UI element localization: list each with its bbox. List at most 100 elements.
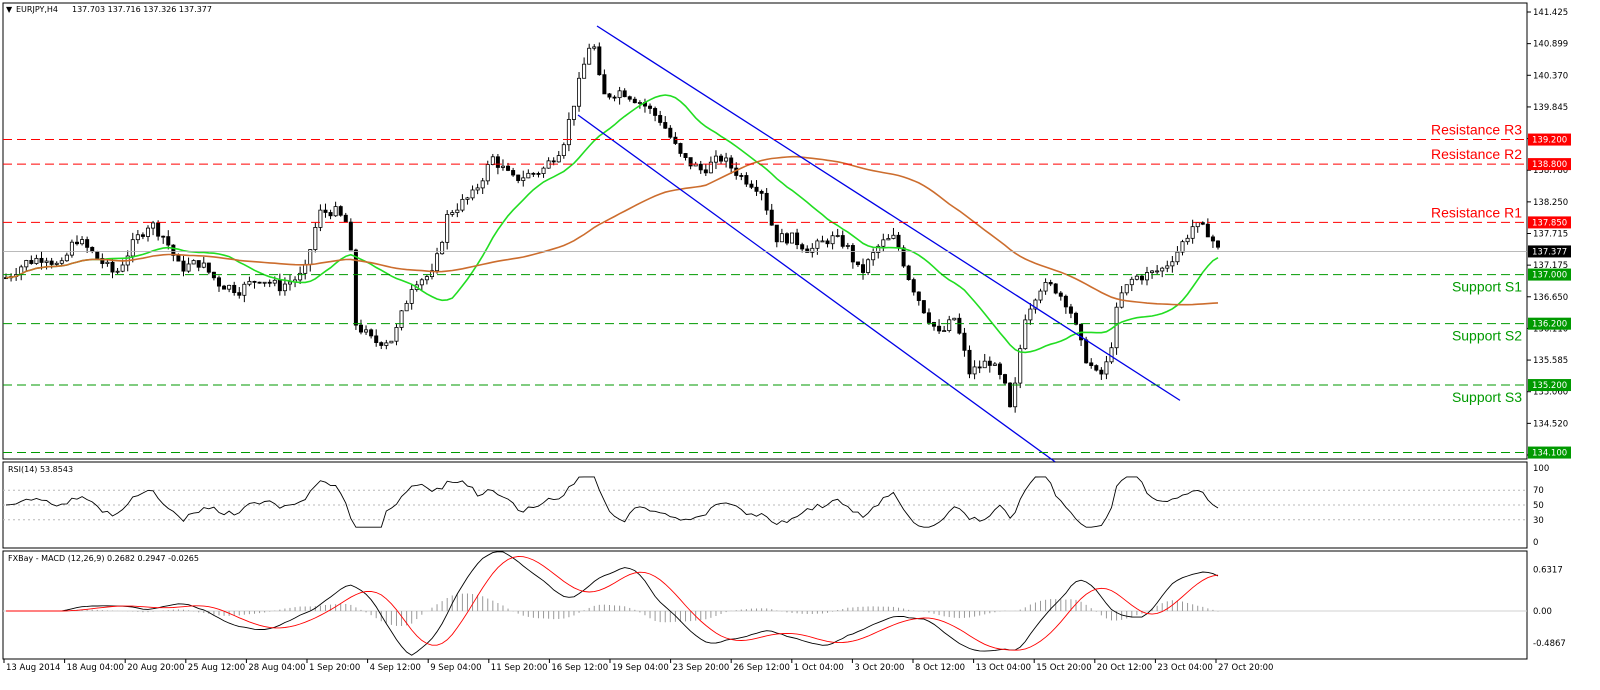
candle xyxy=(115,267,120,274)
candle xyxy=(759,189,764,201)
time-label: 15 Oct 20:00 xyxy=(1036,663,1091,673)
candle-body xyxy=(556,155,561,163)
candle-body xyxy=(1200,222,1205,225)
candle xyxy=(161,235,166,244)
candle-body xyxy=(1013,382,1018,408)
ma-slow-line xyxy=(5,155,1219,306)
candle xyxy=(708,156,713,174)
candle-body xyxy=(729,157,734,169)
candle xyxy=(668,125,673,139)
candle-body xyxy=(830,235,835,245)
candle xyxy=(1028,303,1033,325)
candle xyxy=(942,325,947,333)
level-name-0: Resistance R3 xyxy=(1431,122,1522,138)
level-price-tag-bg xyxy=(1528,216,1571,229)
candle-body xyxy=(744,175,749,185)
level-price-tag-bg xyxy=(1528,158,1571,171)
candle-body xyxy=(110,261,115,273)
rsi-indicator: RSI(14) 53.8543 100 70 50 30 0 xyxy=(3,464,1549,548)
candle xyxy=(1008,382,1013,408)
current-price-tag-bg xyxy=(1528,245,1571,258)
candle xyxy=(1058,291,1063,301)
descending-channel xyxy=(577,25,1181,463)
candle-body xyxy=(962,332,967,351)
candle xyxy=(39,251,44,270)
candle-body xyxy=(252,280,257,283)
candle-body xyxy=(1003,374,1008,384)
candle-body xyxy=(1104,361,1109,375)
candle xyxy=(521,170,526,187)
level-price-tag-bg xyxy=(1528,317,1571,330)
candle xyxy=(764,188,769,215)
candle-body xyxy=(343,214,348,223)
candle-body xyxy=(369,329,374,337)
candle xyxy=(490,153,495,166)
candle-body xyxy=(896,234,901,249)
candle xyxy=(445,210,450,250)
candle xyxy=(1155,265,1160,275)
candle-body xyxy=(977,366,982,369)
candle-body xyxy=(1180,241,1185,253)
candle-body xyxy=(992,363,997,366)
candle xyxy=(972,360,977,380)
level-price-tag: 137.850 xyxy=(1532,218,1567,228)
candle-body xyxy=(222,285,227,290)
candle xyxy=(952,317,957,321)
candle-body xyxy=(1129,278,1134,286)
candle xyxy=(526,169,531,179)
candle xyxy=(252,280,257,289)
candle-body xyxy=(495,156,500,168)
candle-body xyxy=(191,260,196,265)
candle-body xyxy=(206,262,211,273)
time-label: 8 Oct 12:00 xyxy=(915,663,965,673)
candle-body xyxy=(577,77,582,107)
candle-body xyxy=(932,322,937,327)
candle xyxy=(24,259,29,271)
candle xyxy=(1210,234,1215,248)
candle xyxy=(287,274,292,291)
candle xyxy=(977,360,982,374)
candle-body xyxy=(333,206,338,217)
candle-body xyxy=(637,102,642,104)
candle-body xyxy=(845,245,850,247)
candle-body xyxy=(450,212,455,215)
candle-body xyxy=(724,157,729,162)
candle xyxy=(962,327,967,357)
candle xyxy=(54,261,59,266)
candle-body xyxy=(663,122,668,129)
price-tick-label: 136.650 xyxy=(1533,293,1568,303)
candle-body xyxy=(1195,222,1200,228)
candle xyxy=(328,209,333,220)
candle xyxy=(374,329,379,347)
candle-body xyxy=(1216,240,1221,248)
price-tick-label: 135.585 xyxy=(1533,356,1568,366)
candle-body xyxy=(835,235,840,237)
candle xyxy=(663,116,668,129)
candle xyxy=(592,44,597,51)
candle xyxy=(637,100,642,109)
candle xyxy=(338,205,343,217)
candle-body xyxy=(196,260,201,268)
candle-body xyxy=(313,227,318,250)
candle-body xyxy=(1038,290,1043,301)
candle xyxy=(237,287,242,299)
time-label: 20 Oct 12:00 xyxy=(1097,663,1152,673)
level-name-4: Support S2 xyxy=(1452,328,1522,344)
candle-body xyxy=(1033,299,1038,310)
symbol-title: EURJPY,H4 xyxy=(16,5,58,14)
candle-body xyxy=(607,93,612,98)
candle xyxy=(612,95,617,102)
rsi-tick: 70 xyxy=(1533,486,1544,496)
candle-body xyxy=(967,349,972,375)
candle-body xyxy=(561,144,566,156)
time-label: 26 Sep 12:00 xyxy=(733,663,790,673)
candle xyxy=(216,275,221,292)
candle xyxy=(262,281,267,287)
candle-body xyxy=(181,260,186,272)
level-price-tag: 136.200 xyxy=(1532,320,1567,330)
candle-body xyxy=(348,221,353,251)
candle-body xyxy=(176,254,181,262)
candle-body xyxy=(1114,306,1119,349)
candle-body xyxy=(582,63,587,79)
